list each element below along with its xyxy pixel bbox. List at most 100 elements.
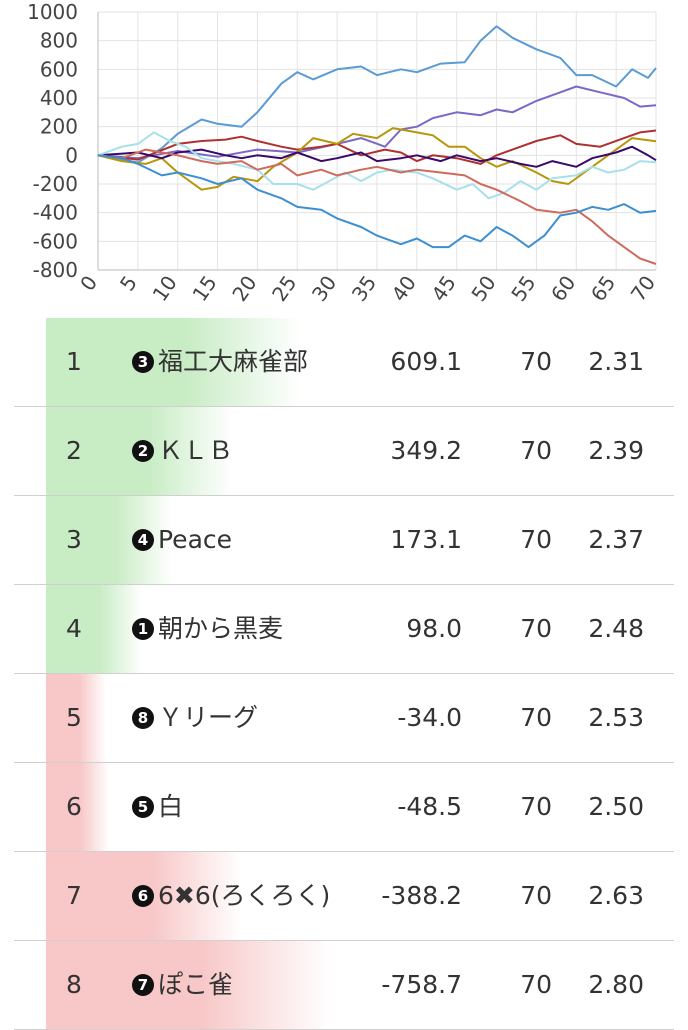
x-tick-label: 10 <box>148 271 182 306</box>
x-tick-label: 25 <box>267 271 301 306</box>
score-cell: -48.5 <box>397 792 462 821</box>
series-line-2 <box>97 85 657 160</box>
y-tick-label: -600 <box>33 229 78 253</box>
score-bar <box>46 318 301 406</box>
team-name: Ｙリーグ <box>158 703 259 732</box>
team-cell: 6 6✖6(ろくろく) <box>132 852 330 940</box>
x-tick-label: 50 <box>466 271 500 306</box>
x-tick-label: 20 <box>227 271 261 306</box>
table-row[interactable]: 2 2 ＫＬＢ 349.2 70 2.39 <box>14 407 674 496</box>
table-row[interactable]: 5 8 Ｙリーグ -34.0 70 2.53 <box>14 674 674 763</box>
score-bar <box>46 941 331 1029</box>
games-cell: 70 <box>520 792 552 821</box>
rank-cell: 2 <box>66 436 82 465</box>
team-cell: 3 福工大麻雀部 <box>132 318 308 406</box>
table-row[interactable]: 1 3 福工大麻雀部 609.1 70 2.31 <box>14 318 674 407</box>
team-name: 6✖6(ろくろく) <box>158 881 331 910</box>
team-name: ぽこ雀 <box>158 970 234 999</box>
games-cell: 70 <box>520 525 552 554</box>
x-tick-label: 55 <box>506 271 540 306</box>
games-cell: 70 <box>520 436 552 465</box>
rank-cell: 6 <box>66 792 82 821</box>
x-tick-label: 40 <box>387 271 421 306</box>
games-cell: 70 <box>520 970 552 999</box>
team-name: 白 <box>158 792 184 821</box>
x-tick-label: 60 <box>546 271 580 306</box>
rank-cell: 5 <box>66 703 82 732</box>
team-name: 朝から黒麦 <box>158 614 284 643</box>
y-tick-label: 0 <box>65 143 78 167</box>
series-line-8 <box>97 154 657 249</box>
team-number-badge: 3 <box>132 351 154 373</box>
series-line-6 <box>97 131 657 200</box>
score-cell: 98.0 <box>406 614 462 643</box>
score-cell: 609.1 <box>390 347 462 376</box>
table-row[interactable]: 3 4 Peace 173.1 70 2.37 <box>14 496 674 585</box>
score-cell: 349.2 <box>390 436 462 465</box>
y-tick-label: 800 <box>40 29 78 53</box>
score-cell: -388.2 <box>381 881 462 910</box>
team-number-badge: 1 <box>132 618 154 640</box>
team-cell: 1 朝から黒麦 <box>132 585 283 673</box>
avg-rank-cell: 2.31 <box>588 347 644 376</box>
games-cell: 70 <box>520 347 552 376</box>
score-bar <box>46 763 109 851</box>
series-line-1 <box>97 25 657 164</box>
rank-cell: 1 <box>66 347 82 376</box>
team-cell: 7 ぽこ雀 <box>132 941 233 1029</box>
x-tick-label: 65 <box>586 271 620 306</box>
score-cell: -758.7 <box>381 970 462 999</box>
rank-cell: 8 <box>66 970 82 999</box>
table-row[interactable]: 4 1 朝から黒麦 98.0 70 2.48 <box>14 585 674 674</box>
ranking-table: 1 3 福工大麻雀部 609.1 70 2.31 2 2 ＫＬＢ 349.2 70 2.39 3 4 Pea… <box>14 318 674 1030</box>
table-row[interactable]: 8 7 ぽこ雀 -758.7 70 2.80 <box>14 941 674 1030</box>
y-tick-label: -200 <box>33 172 78 196</box>
team-cell: 4 Peace <box>132 496 232 584</box>
score-cell: -34.0 <box>397 703 462 732</box>
x-tick-label: 0 <box>75 271 102 295</box>
rank-cell: 3 <box>66 525 82 554</box>
avg-rank-cell: 2.80 <box>588 970 644 999</box>
games-cell: 70 <box>520 614 552 643</box>
avg-rank-cell: 2.39 <box>588 436 644 465</box>
y-tick-label: 200 <box>40 115 78 139</box>
series-line-3 <box>97 129 657 165</box>
games-cell: 70 <box>520 703 552 732</box>
team-cell: 2 ＫＬＢ <box>132 407 233 495</box>
y-tick-label: -400 <box>33 201 78 225</box>
table-row[interactable]: 6 5 白 -48.5 70 2.50 <box>14 763 674 852</box>
team-cell: 8 Ｙリーグ <box>132 674 258 762</box>
team-number-badge: 4 <box>132 529 154 551</box>
team-name: ＫＬＢ <box>158 436 234 465</box>
avg-rank-cell: 2.53 <box>588 703 644 732</box>
avg-rank-cell: 2.63 <box>588 881 644 910</box>
table-row[interactable]: 7 6 6✖6(ろくろく) -388.2 70 2.63 <box>14 852 674 941</box>
team-number-badge: 5 <box>132 796 154 818</box>
series-line-4 <box>97 127 657 191</box>
rank-cell: 4 <box>66 614 82 643</box>
avg-rank-cell: 2.48 <box>588 614 644 643</box>
games-cell: 70 <box>520 881 552 910</box>
score-bar <box>46 585 142 673</box>
y-tick-label: 1000 <box>27 0 78 24</box>
y-tick-label: 600 <box>40 57 78 81</box>
team-number-badge: 6 <box>132 885 154 907</box>
team-name: 福工大麻雀部 <box>158 347 309 376</box>
rank-cell: 7 <box>66 881 82 910</box>
score-line-chart: 1000 800 600 400 200 0 -200 -400 -600 -800 0 5 10 15 2… <box>0 0 688 318</box>
avg-rank-cell: 2.37 <box>588 525 644 554</box>
y-tick-label: -800 <box>33 258 78 282</box>
team-name: Peace <box>158 525 233 554</box>
x-tick-label: 70 <box>626 271 660 306</box>
x-tick-label: 35 <box>347 271 381 306</box>
score-bar <box>46 674 106 762</box>
team-number-badge: 2 <box>132 440 154 462</box>
x-tick-label: 15 <box>187 271 221 306</box>
x-tick-label: 30 <box>307 271 341 306</box>
x-tick-label: 5 <box>115 271 142 295</box>
x-tick-label: 45 <box>427 271 461 306</box>
team-number-badge: 7 <box>132 974 154 996</box>
score-cell: 173.1 <box>390 525 462 554</box>
avg-rank-cell: 2.50 <box>588 792 644 821</box>
